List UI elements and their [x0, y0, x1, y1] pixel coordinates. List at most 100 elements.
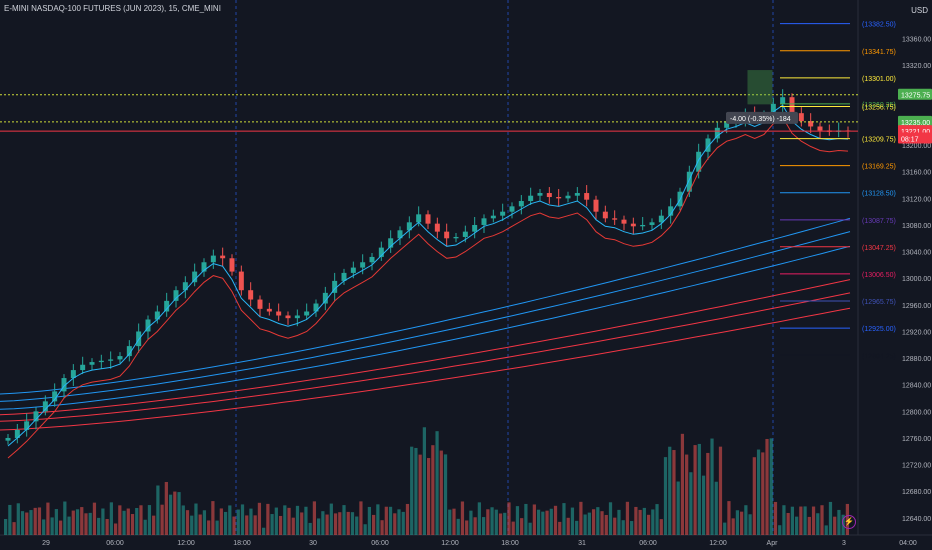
- volume-bar: [367, 506, 372, 535]
- volume-bar: [469, 510, 473, 535]
- price-level-label: (13209.75): [862, 137, 896, 144]
- volume-bar: [532, 504, 536, 535]
- volume-bar: [828, 501, 833, 535]
- volume-bar: [160, 504, 164, 535]
- ema-line: [7, 104, 849, 447]
- volume-bar: [173, 491, 177, 535]
- candle-body: [294, 315, 300, 319]
- candle-body: [61, 378, 67, 392]
- volume-bar: [232, 516, 236, 535]
- lightning-icon[interactable]: ⚡: [842, 515, 856, 529]
- volume-bar: [481, 517, 486, 535]
- candle-body: [621, 219, 627, 224]
- volume-bar: [727, 501, 731, 535]
- volume-bar: [37, 507, 42, 535]
- volume-bar: [756, 449, 761, 535]
- candle-body: [304, 311, 310, 316]
- volume-bar: [16, 503, 20, 535]
- volume-bar: [147, 505, 152, 535]
- candle-body: [350, 267, 356, 273]
- x-tick-label: 3: [842, 540, 846, 547]
- volume-bar: [693, 445, 697, 535]
- volume-bar: [71, 510, 75, 535]
- y-tick-label: 13080.00: [902, 223, 931, 230]
- volume-bar: [740, 511, 744, 535]
- candle-body: [108, 359, 114, 361]
- volume-bar: [731, 518, 735, 535]
- volume-bar: [811, 506, 816, 535]
- volume-bar: [355, 516, 359, 535]
- volume-bar: [274, 507, 278, 535]
- volume-bar: [58, 520, 63, 535]
- volume-bar: [198, 514, 202, 535]
- candle-body: [434, 223, 440, 232]
- volume-bar: [126, 508, 130, 535]
- candle-body: [490, 215, 496, 219]
- volume-bar: [689, 472, 693, 535]
- price-level-label: (12925.00): [862, 326, 896, 333]
- volume-bar: [833, 516, 837, 535]
- candle-body: [481, 218, 487, 225]
- volume-bar: [511, 521, 515, 535]
- volume-bar: [185, 510, 190, 535]
- volume-bar: [617, 509, 621, 535]
- candle-body: [70, 370, 76, 379]
- candle-body: [210, 255, 216, 263]
- volume-bar: [752, 457, 756, 535]
- x-tick-label: 12:00: [441, 540, 459, 547]
- volume-bar: [807, 516, 811, 535]
- volume-bar: [710, 438, 714, 535]
- volume-bar: [558, 521, 562, 535]
- volume-bar: [634, 506, 638, 535]
- x-tick-label: 31: [578, 540, 586, 547]
- volume-bar: [570, 507, 575, 535]
- volume-bar: [156, 485, 160, 535]
- volume-bar: [790, 506, 795, 535]
- volume-bar: [88, 512, 92, 535]
- moving-average-line: [0, 279, 851, 416]
- volume-bar: [376, 504, 380, 535]
- volume-bar: [549, 508, 553, 535]
- candle-body: [285, 315, 291, 319]
- volume-bar: [773, 501, 778, 535]
- candle-body: [462, 231, 468, 237]
- candle-body: [416, 214, 422, 223]
- volume-bar: [135, 507, 139, 535]
- measure-label-bg: [726, 111, 798, 124]
- candle-body: [201, 262, 207, 272]
- volume-bar: [75, 509, 80, 535]
- volume-bar: [604, 514, 608, 535]
- volume-bar: [583, 514, 587, 535]
- candle-body: [52, 391, 58, 402]
- candle-body: [360, 262, 366, 268]
- volume-bar: [291, 517, 295, 535]
- candle-body: [602, 211, 608, 219]
- y-tick-label: 12680.00: [902, 489, 931, 496]
- x-tick-label: 18:00: [233, 540, 251, 547]
- volume-bar: [338, 512, 342, 535]
- price-tag-bg: [898, 115, 932, 127]
- y-tick-label: 13200.00: [902, 143, 931, 150]
- candle-body: [789, 97, 795, 114]
- volume-bar: [257, 502, 262, 535]
- volume-bar: [139, 505, 143, 535]
- price-level-label: (13341.75): [862, 49, 896, 56]
- volume-bar: [240, 504, 245, 535]
- candle-body: [406, 222, 412, 231]
- candle-body: [565, 195, 571, 199]
- candle-body: [574, 193, 580, 196]
- x-tick-label: Apr: [767, 540, 779, 547]
- volume-bar: [130, 514, 135, 535]
- volume-bar: [427, 458, 431, 535]
- volume-bar: [697, 443, 701, 535]
- x-tick-label: 06:00: [106, 540, 124, 547]
- lower-band-line: [7, 116, 849, 459]
- candle-body: [714, 127, 720, 139]
- volume-bar: [477, 502, 481, 535]
- volume-bar: [465, 520, 469, 535]
- volume-bar: [63, 501, 67, 535]
- y-tick-label: 12760.00: [902, 436, 931, 443]
- volume-bar: [181, 505, 185, 535]
- volume-bar: [820, 505, 824, 535]
